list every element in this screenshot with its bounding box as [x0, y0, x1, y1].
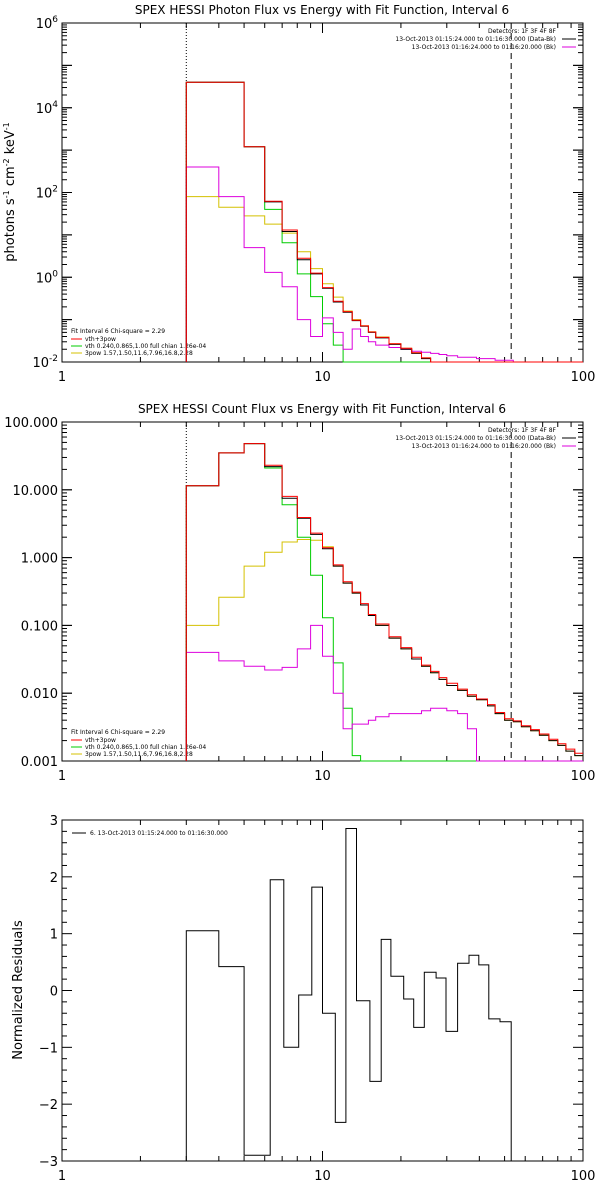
x-tick-label: 10 — [314, 1169, 331, 1184]
legend-entry: 6. 13-Oct-2013 01:15:24.000 to 01:16:30.… — [90, 830, 228, 837]
chart-title: SPEX HESSI Photon Flux vs Energy with Fi… — [135, 3, 509, 17]
legend-top: Detectors: 1F 3F 4F 8F 13-Oct-2013 01:15… — [395, 427, 576, 450]
y-tick-label: 10.000 — [13, 484, 59, 499]
legend-detectors: Detectors: 1F 3F 4F 8F — [488, 28, 557, 35]
series-residuals — [185, 828, 512, 1161]
y-tick-label: 3 — [50, 814, 58, 829]
legend-3pow: 3pow 1.57,1.50,11.6,7.96,16.8,2.28 — [85, 751, 193, 758]
legend-vth: vth 0.240,0.865,1.00 full chian 1.26e-04 — [85, 343, 206, 350]
legend-data-bk: 13-Oct-2013 01:15:24.000 to 01:16:30.000… — [395, 435, 556, 442]
legend-bottom: Fit Interval 6 Chi-square = 2.29 vth+3po… — [71, 729, 206, 758]
legend-fit-interval: Fit Interval 6 Chi-square = 2.29 — [71, 729, 165, 736]
y-tick-label: 104 — [36, 100, 59, 117]
x-tick-label: 10 — [314, 370, 331, 385]
y-tick-label: 106 — [36, 15, 59, 32]
legend: 6. 13-Oct-2013 01:15:24.000 to 01:16:30.… — [72, 830, 228, 837]
series-vth-3pow — [185, 443, 583, 761]
series-vth — [185, 443, 583, 762]
legend-bk: 13-Oct-2013 01:16:24.000 to 01:16:20.000… — [412, 443, 556, 450]
y-tick-label: 102 — [36, 185, 58, 202]
y-tick-label: 1 — [50, 928, 58, 943]
series-bk — [185, 624, 583, 762]
y-tick-label: 100.000 — [4, 416, 58, 431]
series-data-bk — [185, 443, 583, 761]
x-tick-label: 1 — [58, 1169, 66, 1184]
x-tick-label: 1 — [58, 370, 66, 385]
legend-data-bk: 13-Oct-2013 01:15:24.000 to 01:16:30.000… — [395, 36, 556, 43]
y-tick-label: 0.001 — [21, 755, 58, 770]
legend-vth: vth 0.240,0.865,1.00 full chian 1.26e-04 — [85, 744, 206, 751]
x-tick-label: 100 — [571, 769, 596, 784]
chart-title: SPEX HESSI Count Flux vs Energy with Fit… — [138, 402, 506, 416]
legend-detectors: Detectors: 1F 3F 4F 8F — [488, 427, 557, 434]
legend-bk: 13-Oct-2013 01:16:24.000 to 01:16:20.000… — [412, 44, 556, 51]
y-tick-label: 100 — [36, 269, 59, 286]
x-tick-label: 100 — [571, 1169, 596, 1184]
series-vth-3pow — [185, 81, 583, 363]
y-tick-label: −2 — [39, 1098, 58, 1113]
series-bk — [185, 166, 583, 363]
y-tick-label: −3 — [39, 1155, 58, 1170]
y-axis-label-text: photons s-1 cm-2 keV-1 — [2, 122, 18, 261]
y-tick-label: 0 — [50, 985, 58, 1000]
y-tick-label: 0.100 — [21, 619, 58, 634]
legend-vth3pow: vth+3pow — [85, 336, 116, 343]
series-data-bk — [185, 81, 583, 363]
y-tick-label: 0.010 — [21, 687, 58, 702]
x-tick-label: 10 — [314, 769, 331, 784]
y-axis-label: Normalized Residuals — [11, 920, 26, 1060]
y-tick-label: 10-2 — [32, 354, 58, 371]
legend-3pow: 3pow 1.57,1.50,11.6,7.96,16.8,2.28 — [85, 350, 193, 357]
y-tick-label: 2 — [50, 871, 58, 886]
series-vth — [185, 81, 583, 363]
y-tick-label: 1.000 — [21, 552, 58, 567]
legend-fit-interval: Fit Interval 6 Chi-square = 2.29 — [71, 328, 165, 335]
count-flux-panel: SPEX HESSI Count Flux vs Energy with Fit… — [4, 402, 595, 784]
legend-bottom: Fit Interval 6 Chi-square = 2.29 vth+3po… — [71, 328, 206, 357]
legend-vth3pow: vth+3pow — [85, 737, 116, 744]
photon-flux-panel: SPEX HESSI Photon Flux vs Energy with Fi… — [2, 3, 595, 385]
x-tick-label: 1 — [58, 769, 66, 784]
x-tick-label: 100 — [571, 370, 596, 385]
y-tick-label: −1 — [39, 1041, 58, 1056]
series-3pow — [185, 539, 583, 761]
residuals-panel: Normalized Residuals 6. 13-Oct-2013 01:1… — [11, 814, 595, 1184]
y-axis-label: photons s-1 cm-2 keV-1 — [2, 122, 18, 261]
legend-top: Detectors: 1F 3F 4F 8F 13-Oct-2013 01:15… — [395, 28, 576, 51]
